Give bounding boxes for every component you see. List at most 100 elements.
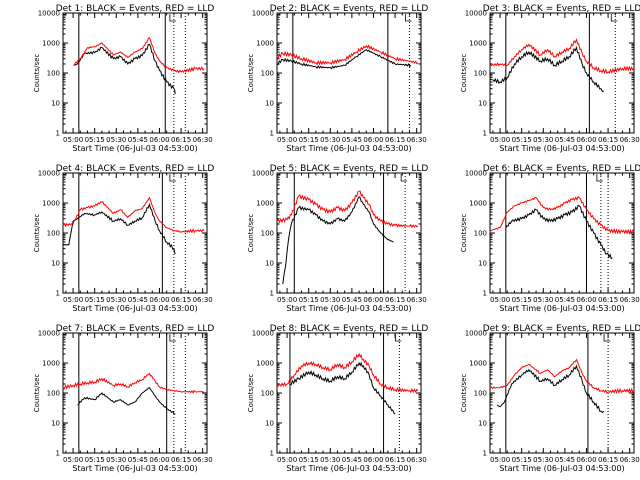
y-tick-label: 1000 [469,40,487,48]
y-tick-label: 10000 [38,330,60,338]
detector-panel-8: Det 8: BLACK = Events, RED = LLD 1 10 100 10… [247,324,428,473]
x-axis-label: Start Time (06-Jul-03 04:53:00) [286,144,411,153]
x-tick-label: 05:15 [512,136,532,144]
y-tick-label: 10 [478,420,487,428]
series-events-black [74,43,176,95]
x-tick-label: 05:00 [490,136,510,144]
x-tick-label: 06:00 [363,456,383,464]
x-tick-label: 05:45 [128,456,148,464]
y-tick-label: 1 [483,290,487,298]
flag-icon [169,334,176,342]
x-tick-label: 06:00 [149,456,169,464]
y-axis-label: Counts/sec [247,374,255,413]
series-events-black [77,387,176,415]
x-tick-label: 05:30 [320,136,340,144]
series-lld-red [276,44,419,66]
x-tick-label: 05:00 [277,136,297,144]
series-events-black [62,202,176,255]
series-lld-red [62,372,205,394]
x-tick-label: 05:45 [342,456,362,464]
series-events-black [276,49,412,70]
panel-title: Det 9: BLACK = Events, RED = LLD [483,324,640,334]
y-tick-label: 100 [474,70,487,78]
x-tick-label: 05:00 [490,296,510,304]
flag-icon [610,14,618,22]
x-tick-label: 05:15 [85,456,105,464]
y-axis-label: Counts/sec [247,54,255,93]
x-tick-label: 06:00 [363,136,383,144]
x-tick-label: 05:15 [85,296,105,304]
plot-frame [489,12,635,134]
y-axis-label: Counts/sec [460,214,468,253]
x-tick-label: 05:00 [490,456,510,464]
y-tick-label: 10 [51,260,60,268]
x-tick-label: 06:00 [576,456,596,464]
x-axis-label: Start Time (06-Jul-03 04:53:00) [499,464,624,473]
panel-title: Det 7: BLACK = Events, RED = LLD [56,324,215,334]
x-tick-label: 06:15 [171,296,191,304]
y-tick-label: 100 [474,230,487,238]
y-axis-label: Counts/sec [33,214,41,253]
x-tick-label: 05:45 [342,136,362,144]
x-tick-label: 05:30 [320,456,340,464]
x-tick-label: 05:45 [342,296,362,304]
panel-title: Det 1: BLACK = Events, RED = LLD [56,4,215,14]
x-tick-label: 06:15 [598,136,618,144]
y-tick-label: 1 [483,130,487,138]
y-tick-label: 10000 [465,330,487,338]
x-axis-label: Start Time (06-Jul-03 04:53:00) [499,304,624,313]
y-tick-label: 100 [261,230,274,238]
x-tick-label: 06:30 [407,456,427,464]
x-axis-label: Start Time (06-Jul-03 04:53:00) [72,144,197,153]
x-tick-label: 06:30 [620,136,640,144]
series-events-black [492,45,604,92]
flag-icon [596,174,603,182]
detector-panel-6: Det 6: BLACK = Events, RED = LLD 1 10 100 10… [460,164,640,313]
x-axis-label: Start Time (06-Jul-03 04:53:00) [499,144,624,153]
x-tick-label: 06:15 [171,136,191,144]
y-axis-label: Counts/sec [247,214,255,253]
y-tick-label: 10000 [252,170,274,178]
series-lld-red [73,36,205,74]
detector-panel-9: Det 9: BLACK = Events, RED = LLD 1 10 100 10… [460,324,640,473]
y-tick-label: 10 [478,100,487,108]
y-tick-label: 10 [265,420,274,428]
y-axis-label: Counts/sec [460,54,468,93]
y-tick-label: 1000 [256,40,274,48]
x-tick-label: 06:15 [171,456,191,464]
y-tick-label: 100 [47,390,60,398]
y-tick-label: 1000 [42,360,60,368]
x-tick-label: 06:15 [598,456,618,464]
y-tick-label: 1 [270,290,274,298]
x-tick-label: 06:00 [363,296,383,304]
panel-title: Det 5: BLACK = Events, RED = LLD [270,164,429,174]
y-tick-label: 100 [47,230,60,238]
x-tick-label: 05:15 [299,136,319,144]
y-axis-label: Counts/sec [33,54,41,93]
x-tick-label: 05:00 [63,136,83,144]
y-tick-label: 10000 [465,170,487,178]
y-tick-label: 1000 [42,40,60,48]
x-tick-label: 06:30 [620,456,640,464]
x-tick-label: 06:30 [193,296,213,304]
x-tick-label: 05:15 [299,456,319,464]
y-tick-label: 1 [56,450,60,458]
x-axis-label: Start Time (06-Jul-03 04:53:00) [72,464,197,473]
x-tick-label: 05:15 [512,456,532,464]
y-tick-label: 10000 [38,10,60,18]
x-tick-label: 05:15 [85,136,105,144]
x-tick-label: 05:45 [555,456,575,464]
x-axis-label: Start Time (06-Jul-03 04:53:00) [72,304,197,313]
y-tick-label: 1 [270,450,274,458]
y-axis-label: Counts/sec [460,374,468,413]
x-tick-label: 05:00 [63,456,83,464]
x-tick-label: 05:00 [63,296,83,304]
series-events-black [282,196,394,285]
y-tick-label: 1000 [256,200,274,208]
x-axis-label: Start Time (06-Jul-03 04:53:00) [286,304,411,313]
x-tick-label: 05:30 [533,296,553,304]
x-tick-label: 05:15 [512,296,532,304]
x-tick-label: 06:00 [576,136,596,144]
flag-icon [169,14,176,22]
